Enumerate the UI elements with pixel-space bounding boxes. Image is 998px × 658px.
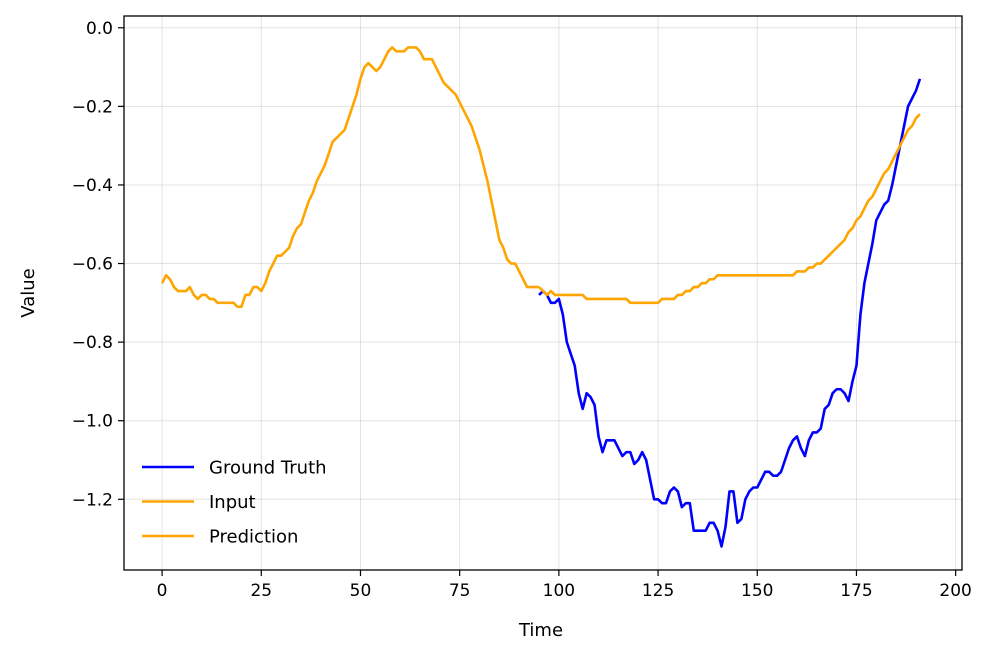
y-tick-label: 0.0 — [86, 19, 113, 39]
legend-label-input: Input — [209, 492, 256, 513]
series-line-input — [160, 46, 540, 309]
y-tick-label: −0.8 — [72, 333, 113, 353]
x-tick-label: 50 — [350, 581, 372, 601]
x-tick-label: 200 — [939, 581, 971, 601]
series-line-ground-truth — [538, 78, 922, 548]
x-tick-label: 125 — [642, 581, 674, 601]
x-tick-label: 175 — [840, 581, 872, 601]
legend: Ground Truth Input Prediction — [142, 458, 327, 548]
x-tick-label: 100 — [543, 581, 575, 601]
y-axis-label: Value — [18, 268, 39, 317]
series-line-prediction — [538, 113, 921, 305]
x-tick-label: 25 — [250, 581, 272, 601]
x-tick-label: 75 — [449, 581, 471, 601]
plot-area-frame — [123, 15, 963, 571]
y-axis-ticks: 0.0 −0.2 −0.4 −0.6 −0.8 −1.0 −1.2 — [72, 19, 124, 510]
x-axis-label: Time — [518, 620, 563, 641]
series-lines — [160, 46, 922, 548]
y-tick-label: −0.6 — [72, 255, 113, 275]
y-tick-label: −1.0 — [72, 412, 113, 432]
legend-label-ground-truth: Ground Truth — [209, 458, 327, 479]
legend-label-prediction: Prediction — [209, 527, 298, 548]
y-tick-label: −0.4 — [72, 176, 113, 196]
y-tick-label: −1.2 — [72, 490, 113, 510]
y-tick-label: −0.2 — [72, 97, 113, 117]
x-tick-label: 0 — [157, 581, 168, 601]
x-axis-ticks: 0 25 50 75 100 125 150 175 200 — [157, 570, 972, 601]
x-tick-label: 150 — [741, 581, 773, 601]
